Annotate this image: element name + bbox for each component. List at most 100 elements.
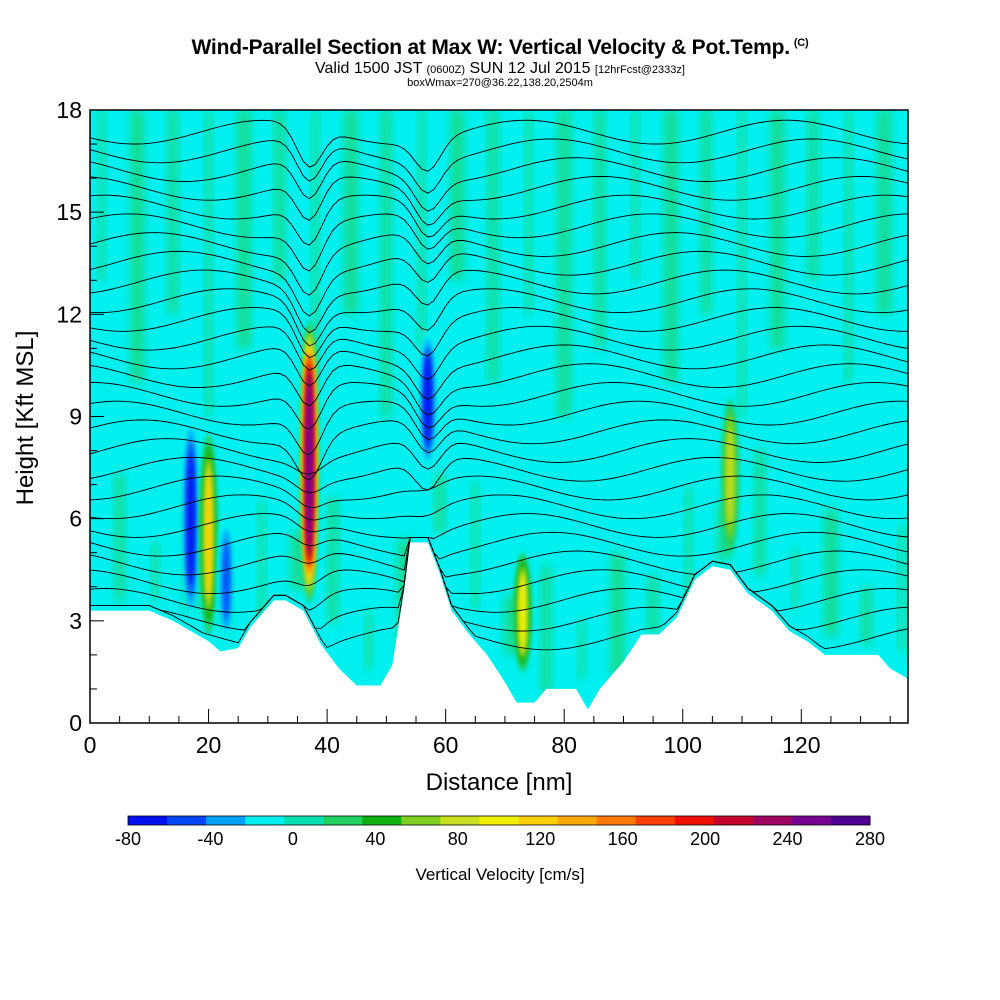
colorbar-label: 240 <box>773 829 803 849</box>
green-patch <box>878 110 891 315</box>
theta-contour <box>90 344 908 400</box>
colorbar-title: Vertical Velocity [cm/s] <box>415 865 584 884</box>
green-patch <box>312 110 319 383</box>
colorbar-label: 80 <box>448 829 468 849</box>
x-tick-label: 60 <box>433 732 459 758</box>
colorbar-swatch <box>791 816 832 825</box>
colorbar-swatch <box>518 816 559 825</box>
green-patch <box>899 525 906 652</box>
green-patch <box>275 110 285 281</box>
theta-contour <box>90 269 908 334</box>
green-patch <box>328 497 338 624</box>
title-block: Wind-Parallel Section at Max W: Vertical… <box>0 36 1000 89</box>
velocity-features <box>181 321 740 672</box>
theta-contour <box>90 307 908 359</box>
y-tick-label: 3 <box>69 608 82 634</box>
theta-contour <box>90 194 908 246</box>
theta-contour <box>90 175 908 226</box>
colorbar-label: -80 <box>115 829 141 849</box>
theta-contour <box>90 456 908 494</box>
colorbar: -80 -40 0 40 80 120 160 200 240 280 <box>115 815 885 849</box>
y-tick-label: 0 <box>69 710 82 736</box>
green-patch <box>701 110 711 315</box>
x-tick-label: 120 <box>782 732 820 758</box>
colorbar-swatch <box>557 816 598 825</box>
updraft-core <box>199 433 218 635</box>
valid-prefix: Valid 1500 JST <box>315 60 423 77</box>
x-tick-label: 100 <box>664 732 702 758</box>
green-patch <box>525 110 532 315</box>
theta-contour <box>90 213 908 272</box>
valid-date: SUN 12 Jul 2015 <box>469 60 591 77</box>
green-patch <box>472 482 479 609</box>
downdraft-core <box>181 416 200 621</box>
colorbar-swatch <box>323 816 363 825</box>
y-tick-label: 9 <box>69 404 82 430</box>
colorbar-swatch <box>362 816 402 825</box>
colorbar-label: 40 <box>365 829 385 849</box>
green-patch <box>739 110 746 417</box>
colorbar-label: 200 <box>690 829 720 849</box>
green-patch <box>435 474 445 533</box>
green-patch <box>611 552 624 679</box>
colorbar-swatch <box>245 816 285 825</box>
y-axis-title: Height [Kft MSL] <box>12 331 39 506</box>
green-patch <box>595 110 605 349</box>
downdraft-core <box>217 518 236 642</box>
theta-contour <box>90 536 908 613</box>
theta-contour <box>90 325 908 381</box>
green-patch <box>824 509 837 636</box>
green-patch <box>418 110 425 349</box>
green-patch <box>792 549 799 608</box>
green-patch <box>168 110 178 315</box>
forecast-info: [12hrFcst@2333z] <box>594 64 685 76</box>
x-tick-label: 40 <box>314 732 340 758</box>
feature-band <box>306 372 313 553</box>
green-patch <box>664 110 677 383</box>
y-tick-label: 18 <box>56 97 82 123</box>
theta-contour <box>90 400 908 456</box>
colorbar-swatch <box>440 816 480 825</box>
theta-contour <box>90 157 908 212</box>
green-patch <box>115 474 125 601</box>
colorbar-swatch <box>284 816 324 825</box>
green-patch <box>755 449 765 576</box>
theta-contour <box>90 382 908 430</box>
green-patch <box>648 575 658 634</box>
colorbar-swatch <box>674 816 715 825</box>
theta-contour <box>90 531 908 560</box>
valid-time-line: Valid 1500 JST (0600Z) SUN 12 Jul 2015 [… <box>0 61 1000 78</box>
green-patch <box>381 110 391 417</box>
green-patch <box>131 110 144 383</box>
colorbar-label: 0 <box>288 829 298 849</box>
green-patch <box>578 620 585 679</box>
terrain-mask <box>90 542 908 723</box>
theta-contour <box>90 419 908 481</box>
green-patch <box>685 486 692 613</box>
feature-band <box>205 469 212 599</box>
theta-contour <box>90 250 908 317</box>
theta-contour <box>90 119 908 172</box>
y-tick-label: 6 <box>69 506 82 532</box>
x-tick-label: 80 <box>551 732 577 758</box>
green-patch <box>344 110 357 315</box>
green-patch <box>558 110 571 417</box>
y-axis: 0 3 6 9 12 15 18 <box>56 97 104 736</box>
green-patch <box>771 110 784 349</box>
plot-area <box>90 110 908 723</box>
box-info: boxWmax=270@36.22,138.20,2504m <box>407 77 593 89</box>
colorbar-swatch <box>713 816 754 825</box>
theta-contour <box>90 232 908 296</box>
y-tick-label: 15 <box>56 199 82 225</box>
theta-contour <box>90 438 908 475</box>
feature-band <box>223 540 230 620</box>
theta-contour <box>90 475 908 509</box>
colorbar-label: 160 <box>608 829 638 849</box>
copyright-mark: (C) <box>793 37 809 49</box>
green-patch <box>365 611 372 670</box>
colorbar-swatch <box>830 816 871 825</box>
green-patch <box>238 110 251 349</box>
updraft-core <box>513 552 532 672</box>
chart-title-text: Wind-Parallel Section at Max W: Vertical… <box>191 36 791 59</box>
